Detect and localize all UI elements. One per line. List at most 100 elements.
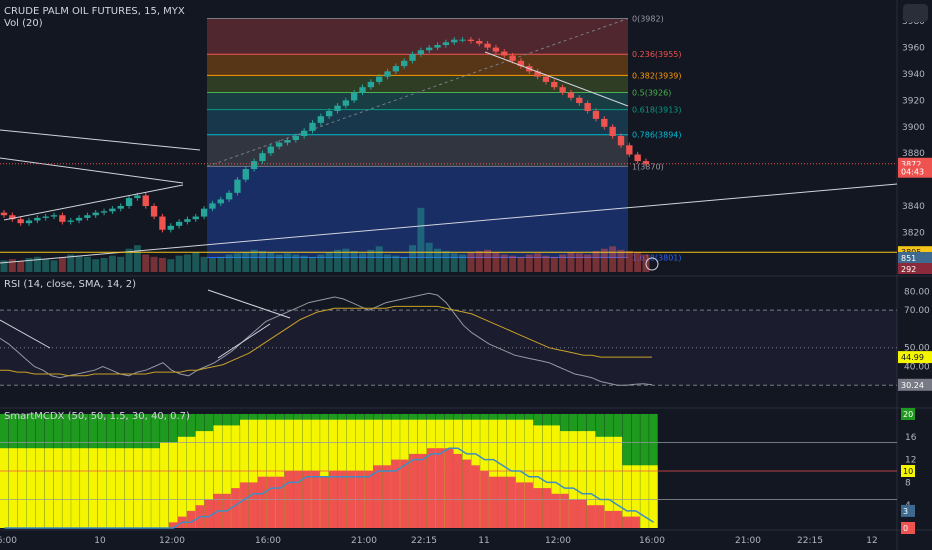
- fib-label: 0.5(3926): [632, 88, 671, 97]
- mcdx-bar-yellow: [8, 448, 18, 528]
- mcdx-bar-yellow: [124, 448, 134, 528]
- mcdx-tick-label: 12: [905, 456, 916, 466]
- mcdx-bar-yellow: [622, 465, 632, 528]
- volume-bar: [17, 261, 25, 272]
- candle-body: [501, 51, 508, 56]
- mcdx-tick-label: 16: [905, 433, 917, 443]
- volume-bar: [67, 254, 75, 272]
- symbol-title: CRUDE PALM OIL FUTURES, 15, MYX: [4, 6, 185, 17]
- candle-body: [517, 60, 525, 67]
- mcdx-bar-red: [613, 510, 623, 528]
- candle-body: [609, 126, 616, 137]
- volume-bar: [367, 249, 375, 272]
- time-tick-label: 12:00: [545, 536, 571, 546]
- volume-bar: [609, 246, 617, 272]
- fib-zone: [207, 166, 628, 258]
- candle-body: [392, 66, 400, 72]
- time-tick-label: 21:00: [735, 536, 761, 546]
- volume-bar: [25, 258, 33, 272]
- candle-body: [275, 142, 283, 147]
- candle-body: [626, 145, 633, 155]
- candle-body: [326, 110, 333, 117]
- chart-settings-button[interactable]: [903, 4, 928, 22]
- mcdx-bar-yellow: [515, 419, 525, 528]
- volume-bar: [625, 251, 633, 272]
- candle-body: [367, 81, 375, 88]
- trend-line: [3, 184, 184, 221]
- mcdx-bar-yellow: [248, 419, 258, 528]
- price-tick-label: 3900: [902, 123, 925, 133]
- mcdx-bar-yellow: [649, 465, 658, 528]
- candle-body: [576, 97, 583, 104]
- mcdx-bar-yellow: [569, 431, 578, 528]
- volume-bar: [317, 254, 325, 272]
- fib-label: 1(3870): [632, 162, 664, 171]
- fib-zone: [207, 75, 628, 93]
- price-badge: [898, 165, 932, 178]
- mcdx-bar-yellow: [97, 448, 107, 528]
- price-tick-label: 3980: [902, 17, 925, 27]
- volume-bar: [158, 258, 166, 272]
- volume-badge-label: 851: [901, 254, 916, 263]
- mcdx-bar-yellow: [613, 436, 623, 528]
- candle-body: [284, 140, 291, 143]
- rsi-line: [0, 292, 653, 386]
- mcdx-bar-yellow: [489, 419, 498, 528]
- price-tick-label: 3940: [902, 70, 925, 80]
- mcdx-bar-red: [569, 499, 578, 528]
- candle-body: [409, 54, 416, 61]
- candle-body: [351, 92, 358, 101]
- volume-bar: [250, 249, 258, 272]
- candle-body: [267, 146, 274, 154]
- volume-bar: [517, 256, 525, 272]
- mcdx-bar-red: [471, 465, 480, 528]
- rsi-trend-line: [207, 289, 291, 319]
- mcdx-bar-yellow: [631, 465, 640, 528]
- rsi-tick-label: 80.00: [904, 287, 930, 297]
- mcdx-bar-yellow: [240, 419, 249, 528]
- mcdx-bar-red: [533, 488, 543, 528]
- mcdx-bar-yellow: [168, 442, 178, 528]
- volume-bar: [75, 255, 83, 272]
- mcdx-bar-red: [560, 493, 569, 528]
- mcdx-bar-red: [542, 488, 551, 528]
- volume-bar: [208, 258, 216, 272]
- candle-body: [17, 219, 24, 224]
- mcdx-bar-red: [275, 476, 285, 528]
- mcdx-bar-red: [453, 453, 463, 528]
- candle-body: [242, 169, 249, 180]
- mcdx-bar-red: [506, 476, 516, 528]
- mcdx-bar-red: [426, 448, 436, 528]
- mcdx-bar-red: [631, 516, 640, 528]
- candle-body: [384, 71, 391, 77]
- mcdx-bar-yellow: [320, 419, 329, 528]
- candle-body: [292, 136, 299, 140]
- mcdx-bar-red: [577, 499, 587, 528]
- candle-body: [376, 76, 383, 82]
- mcdx-bar-yellow: [275, 419, 285, 528]
- rsi-trend-line: [0, 319, 51, 349]
- mcdx-bar-yellow: [62, 448, 71, 528]
- volume-bar: [584, 254, 592, 272]
- mcdx-badge: [901, 522, 915, 534]
- volume-bar: [417, 207, 425, 272]
- volume-bar: [92, 259, 100, 272]
- price-tick-label: 3820: [902, 228, 925, 238]
- fib-label: 0.382(3939): [632, 71, 682, 80]
- mcdx-bar-yellow: [204, 431, 214, 528]
- time-tick-label: 16:00: [639, 536, 665, 546]
- volume-bar: [108, 255, 116, 272]
- volume-bar: [409, 245, 417, 272]
- volume-bar: [459, 254, 467, 272]
- candle-body: [9, 215, 16, 220]
- trend-line: [0, 129, 201, 151]
- volume-bar: [242, 252, 250, 272]
- candle-body: [125, 198, 133, 206]
- candle-body: [84, 215, 91, 218]
- candle-body: [567, 92, 575, 98]
- volume-bar: [400, 256, 408, 272]
- candle-body: [634, 154, 641, 162]
- candle-body: [42, 216, 49, 218]
- mcdx-bar-red: [240, 482, 249, 528]
